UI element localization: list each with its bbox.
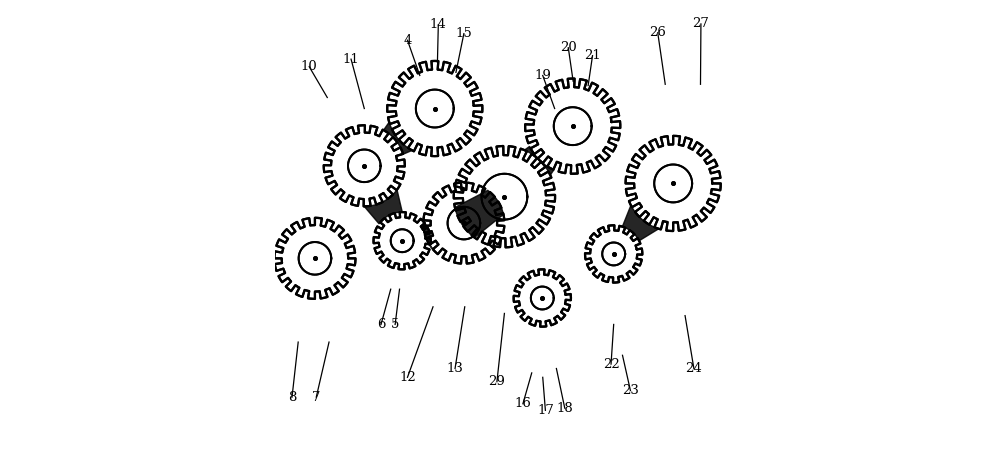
Text: 16: 16	[514, 397, 531, 410]
Text: 18: 18	[556, 402, 573, 415]
Text: 17: 17	[537, 404, 554, 417]
Text: 24: 24	[686, 362, 702, 375]
Text: 5: 5	[391, 318, 399, 331]
Text: 20: 20	[560, 41, 577, 54]
Text: 11: 11	[343, 53, 359, 66]
Text: 7: 7	[312, 391, 321, 404]
Text: 12: 12	[399, 371, 416, 384]
Text: 8: 8	[288, 391, 296, 404]
Text: 10: 10	[301, 60, 318, 73]
Text: 15: 15	[455, 27, 472, 40]
Text: 23: 23	[622, 384, 639, 397]
Text: 13: 13	[447, 362, 463, 375]
Polygon shape	[384, 122, 412, 154]
Polygon shape	[423, 215, 434, 251]
Text: 22: 22	[603, 358, 619, 370]
Text: 26: 26	[649, 26, 666, 39]
Polygon shape	[622, 205, 659, 241]
Text: 6: 6	[377, 318, 385, 331]
Text: 19: 19	[534, 69, 551, 82]
Text: 29: 29	[488, 375, 505, 388]
Text: 27: 27	[692, 17, 709, 30]
Text: 4: 4	[403, 34, 412, 47]
Polygon shape	[455, 190, 503, 238]
Polygon shape	[524, 147, 554, 175]
Text: 21: 21	[584, 49, 601, 62]
Text: 14: 14	[430, 18, 447, 31]
Polygon shape	[364, 190, 402, 224]
